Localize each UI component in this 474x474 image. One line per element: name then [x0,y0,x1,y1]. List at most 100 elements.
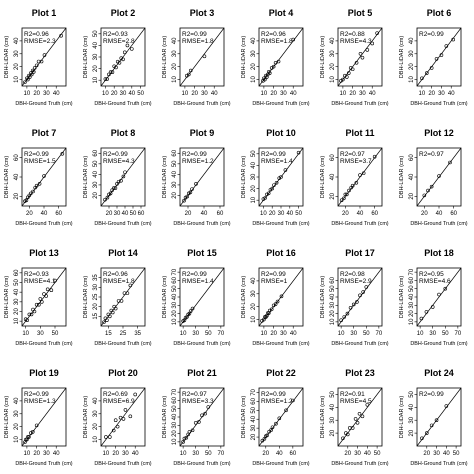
y-tick-label: 40 [172,413,178,420]
data-point [357,411,362,416]
y-tick-label: 35 [93,274,99,281]
x-tick-label: 70 [455,331,462,337]
y-tick-label: 30 [251,424,257,431]
y-tick-label: 40 [172,170,178,177]
plot-panel: Plot 12 R2=0.97 20 40 60 20 40 60 DBH-Ground Tru… [399,128,468,227]
data-point [59,33,63,38]
data-point [125,291,130,295]
data-point [269,307,274,312]
x-tick-label: 70 [218,331,225,337]
y-tick-label: 30 [93,181,99,188]
rmse-annotation: RMSE=1 [261,278,288,285]
y-axis-label: DBH-LiDAR (cm) [83,36,89,79]
y-tick-label: 20 [330,192,336,199]
y-axis-label: DBH-LiDAR (cm) [162,396,168,439]
data-point [115,424,120,429]
x-tick-label: 40 [448,91,455,97]
y-axis-label: DBH-LiDAR (cm) [320,156,326,199]
data-point [34,183,39,188]
data-point [296,150,301,155]
r2-annotation: R2=0.99 [182,271,207,278]
y-tick-label: 60 [251,397,257,404]
rmse-annotation: RMSE=3.7 [340,158,372,165]
data-point [426,188,430,193]
plot-frame [337,387,383,447]
y-axis-label: DBH-LiDAR (cm) [241,156,247,199]
data-point [437,292,441,297]
data-point [113,306,118,311]
x-axis-label: DBH-Ground Truth (cm) [94,101,151,107]
y-axis-label: DBH-LiDAR (cm) [4,396,10,439]
r2-annotation: R2=0.97 [340,151,365,158]
r2-annotation: R2=0.96 [103,271,128,278]
y-tick-label: 50 [172,160,178,167]
plot-frame [21,267,67,327]
y-tick-label: 30 [172,181,178,188]
y-tick-label: 30 [93,283,99,290]
y-tick-label: 30 [330,416,336,423]
data-point [345,311,350,316]
data-point [130,47,134,51]
x-tick-label: 35 [134,331,141,337]
y-axis-label: DBH-LiDAR (cm) [399,36,405,79]
data-point [184,435,189,440]
x-tick-label: 60 [290,451,297,457]
x-tick-label: 20 [349,91,356,97]
data-point [339,318,343,323]
y-tick-label: 10 [14,317,20,324]
one-to-one-line [22,28,66,86]
data-point [270,425,275,430]
x-tick-label: 20 [428,91,435,97]
rmse-annotation: RMSE=1.4 [261,158,293,165]
x-tick-label: 10 [340,91,347,97]
y-tick-label: 50 [251,150,257,157]
one-to-one-line [259,148,303,206]
x-tick-label: 20 [262,451,269,457]
x-tick-label: 50 [137,91,144,97]
y-tick-label: 20 [251,303,257,310]
data-point [117,60,122,65]
data-point [346,71,351,75]
y-tick-label: 30 [172,301,178,308]
x-axis-label: DBH-Ground Truth (cm) [252,461,309,467]
data-point [110,70,115,74]
y-axis-label: DBH-LiDAR (cm) [320,396,326,439]
y-tick-label: 60 [330,154,336,161]
data-point [42,53,47,57]
y-axis-label: DBH-LiDAR (cm) [4,156,10,199]
data-point [364,285,369,289]
x-tick-label: 60 [450,211,457,217]
y-tick-label: 60 [330,276,336,283]
y-tick-label: 20 [409,192,415,199]
plot-title: Plot 18 [424,248,454,258]
data-point [341,436,345,441]
y-axis-label: DBH-LiDAR (cm) [4,276,10,319]
data-point [365,402,370,407]
x-axis-label: DBH-Ground Truth (cm) [252,341,309,347]
data-point [122,50,127,55]
y-tick-label: 20 [93,303,99,310]
y-tick-label: 10 [172,318,178,325]
y-tick-label: 10 [172,76,178,83]
data-point [343,192,348,197]
data-point [341,77,345,82]
data-point [38,297,43,301]
y-axis-label: DBH-LiDAR (cm) [83,396,89,439]
y-axis-label: DBH-LiDAR (cm) [4,36,10,79]
data-point [439,53,444,57]
data-point [350,426,355,430]
plot-title: Plot 2 [111,8,136,18]
y-tick-label: 30 [409,301,415,308]
data-point [351,302,356,307]
x-tick-label: 60 [138,211,145,217]
data-point [344,192,349,197]
x-tick-label: 30 [43,91,50,97]
r2-annotation: R2=0.99 [24,151,49,158]
data-point [354,181,359,185]
data-point [355,300,359,304]
x-tick-label: 20 [111,91,118,97]
data-point [119,299,124,303]
